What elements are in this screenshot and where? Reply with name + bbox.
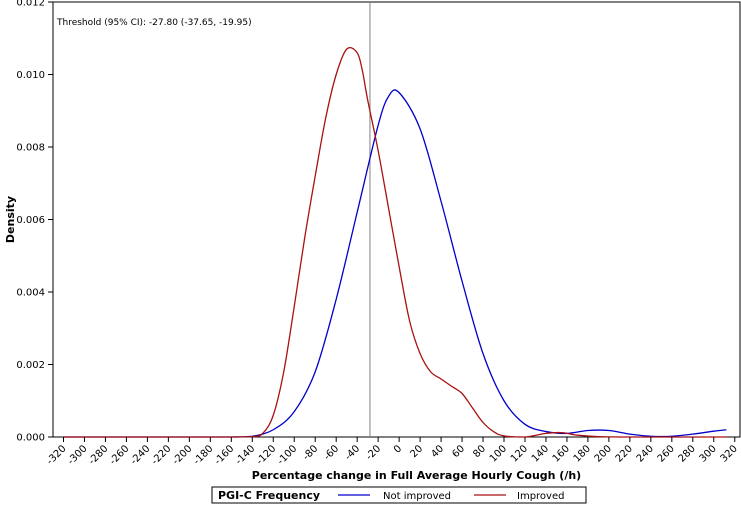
legend-box [211, 486, 587, 504]
y-tick-label: 0.008 [16, 143, 45, 154]
legend-label-not-improved: Not improved [383, 491, 451, 502]
y-axis: 0.000 0.002 0.004 0.006 0.008 0.010 0.012 [16, 0, 53, 444]
y-axis-title: Density [4, 196, 17, 243]
series-line-not-improved [63, 89, 727, 438]
x-axis-title: Percentage change in Full Average Hourly… [252, 469, 581, 482]
legend: PGI-C Frequency Not improved Improved [211, 486, 587, 504]
y-tick-label: 0.000 [16, 433, 45, 444]
y-tick-label: 0.012 [16, 0, 45, 9]
y-tick-label: 0.002 [16, 360, 45, 371]
y-tick-label: 0.006 [16, 215, 45, 226]
y-tick-label: 0.004 [16, 288, 45, 299]
legend-label-improved: Improved [517, 491, 564, 502]
y-tick-label: 0.010 [16, 70, 45, 81]
series-group [63, 47, 727, 438]
legend-title: PGI-C Frequency [218, 489, 320, 502]
threshold-annotation: Threshold (95% CI): -27.80 (-37.65, -19.… [56, 18, 252, 28]
series-line-improved [63, 47, 727, 438]
